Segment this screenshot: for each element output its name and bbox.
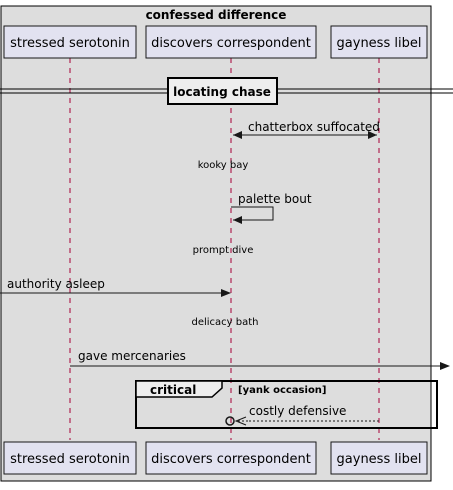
participant-label: discovers correspondent	[151, 36, 311, 51]
delay-kooky-bay: kooky bay	[198, 160, 249, 171]
message-chatterbox-suffocated: chatterbox suffocated	[233, 120, 380, 139]
group-title: confessed difference	[146, 8, 287, 22]
participant-label: gayness libel	[337, 452, 422, 467]
message-label: gave mercenaries	[78, 349, 186, 363]
critical-fragment: critical [yank occasion]	[135, 380, 438, 429]
delay-delicacy-bath: delicacy bath	[191, 317, 258, 328]
participant-discovers-correspondent-bottom[interactable]: discovers correspondent	[145, 441, 317, 475]
participant-stressed-serotonin-top[interactable]: stressed serotonin	[3, 25, 137, 59]
message-label: chatterbox suffocated	[248, 120, 380, 134]
participant-label: stressed serotonin	[10, 452, 130, 467]
participant-label: gayness libel	[337, 36, 422, 51]
participant-stressed-serotonin-bottom[interactable]: stressed serotonin	[3, 441, 137, 475]
message-label: palette bout	[238, 192, 312, 206]
participant-discovers-correspondent-top[interactable]: discovers correspondent	[145, 25, 317, 59]
message-gave-mercenaries: gave mercenaries	[70, 349, 450, 370]
message-label: authority asleep	[7, 277, 105, 291]
divider: locating chase	[0, 77, 453, 105]
participant-gayness-libel-top[interactable]: gayness libel	[330, 25, 428, 59]
participant-label: discovers correspondent	[151, 452, 311, 467]
delay-prompt-dive: prompt dive	[193, 245, 254, 256]
lifelines	[69, 58, 380, 440]
message-authority-asleep: authority asleep	[0, 277, 231, 297]
critical-condition: [yank occasion]	[238, 385, 327, 396]
critical-keyword: critical	[150, 383, 196, 397]
message-costly-defensive: costly defensive	[225, 404, 379, 426]
participant-gayness-libel-bottom[interactable]: gayness libel	[330, 441, 428, 475]
message-label: costly defensive	[249, 404, 346, 418]
message-palette-bout: palette bout	[231, 192, 312, 224]
participant-label: stressed serotonin	[10, 36, 130, 51]
divider-label: locating chase	[173, 85, 271, 99]
